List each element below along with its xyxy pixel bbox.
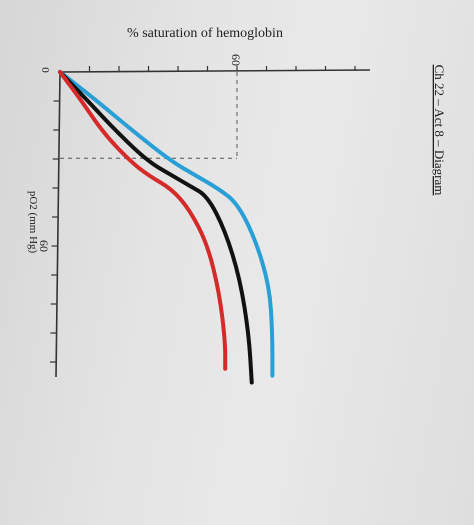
page-heading: Ch 22 – Act 8 – Diagram — [432, 65, 447, 196]
series-line-3 — [58, 70, 228, 371]
saturation-axis-line — [59, 69, 371, 73]
po2-axis-line — [55, 71, 61, 378]
chart-series — [58, 70, 275, 385]
series-line-2 — [58, 70, 254, 385]
series-line-1 — [58, 70, 275, 378]
chart-labels: % saturation of hemoglobin 0 60 60 pO2 (… — [27, 26, 447, 253]
x-axis-title: pO2 (mm Hg) — [27, 191, 39, 254]
chart-axes — [50, 66, 371, 378]
y-axis-title: % saturation of hemoglobin — [127, 26, 283, 41]
origin-label: 0 — [39, 67, 51, 73]
x-tick-label-60: 60 — [37, 240, 51, 252]
y-tick-label-60: 60 — [229, 54, 243, 66]
